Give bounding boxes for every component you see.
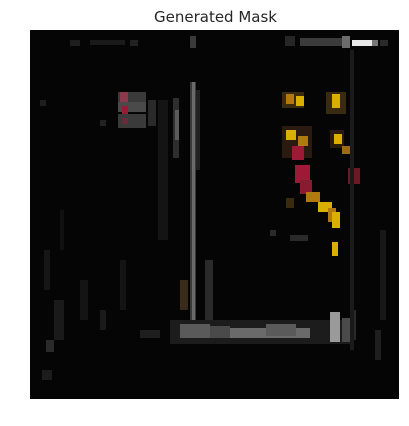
vertical-streaks [158, 82, 213, 342]
left-noise [42, 210, 126, 380]
bottom-band [140, 310, 356, 344]
mask-pixels [30, 30, 399, 399]
figure-title: Generated Mask [154, 8, 277, 26]
right-streak [350, 50, 386, 360]
generated-mask-image [30, 30, 399, 399]
right-color-cluster [270, 92, 360, 256]
top-noise [70, 36, 388, 48]
left-cluster [40, 92, 156, 128]
